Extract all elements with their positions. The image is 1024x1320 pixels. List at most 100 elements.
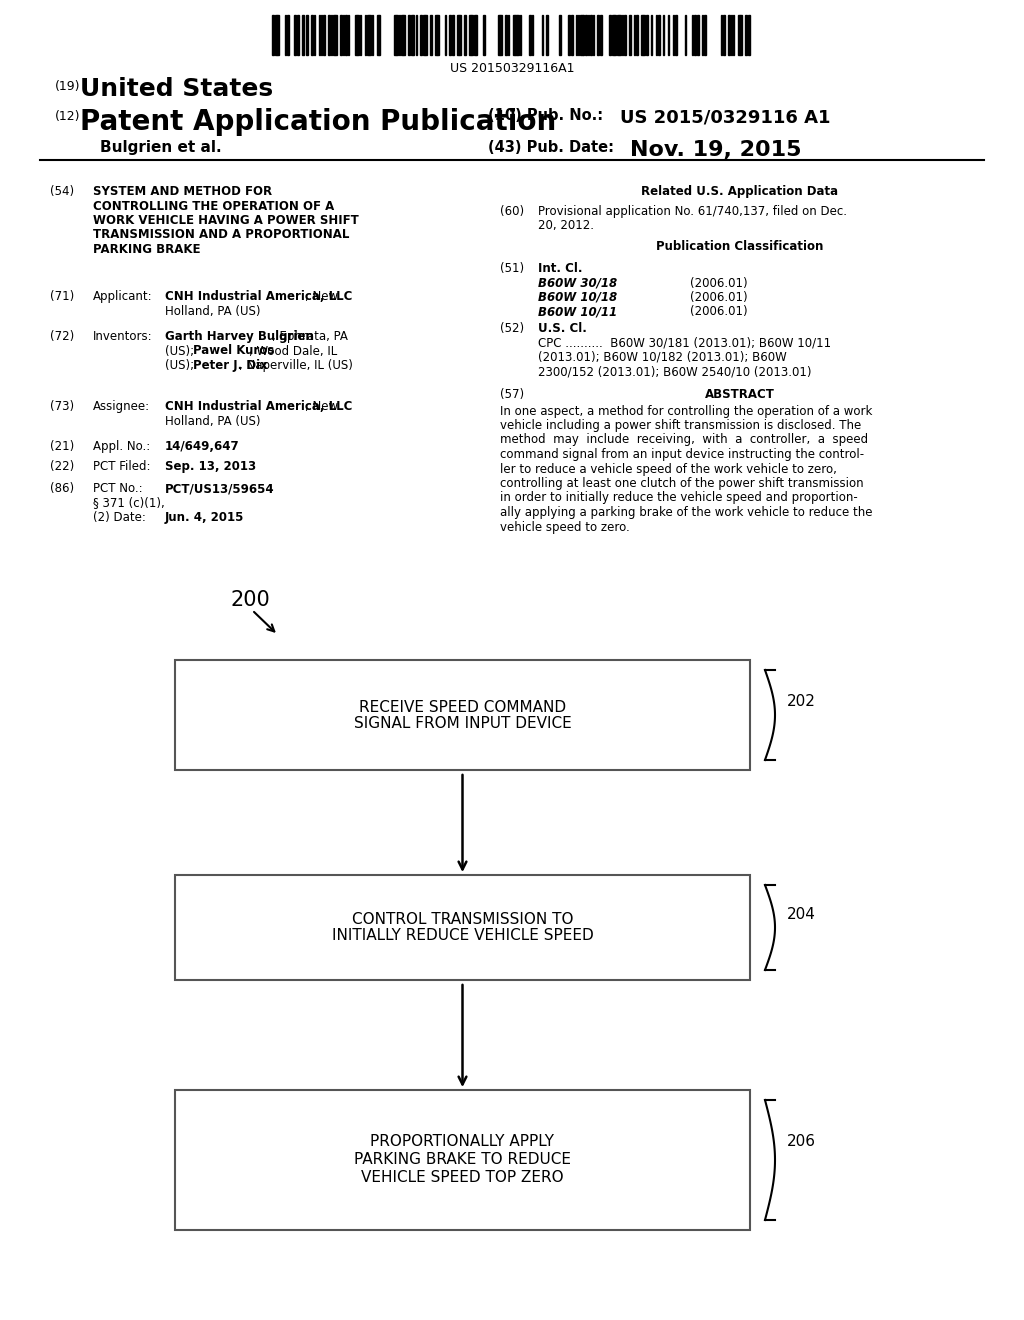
Bar — [636, 15, 638, 55]
Text: (72): (72) — [50, 330, 75, 343]
Bar — [393, 15, 395, 55]
Text: Patent Application Publication: Patent Application Publication — [80, 108, 556, 136]
Bar — [655, 15, 657, 55]
Text: , New: , New — [305, 400, 338, 413]
Text: (52): (52) — [500, 322, 524, 335]
Text: (54): (54) — [50, 185, 74, 198]
Text: US 2015/0329116 A1: US 2015/0329116 A1 — [620, 108, 830, 125]
Text: CPC ..........  B60W 30/181 (2013.01); B60W 10/11: CPC .......... B60W 30/181 (2013.01); B6… — [538, 337, 831, 350]
Text: In one aspect, a method for controlling the operation of a work: In one aspect, a method for controlling … — [500, 404, 872, 417]
Bar — [333, 15, 335, 55]
Bar — [614, 15, 615, 55]
Bar — [675, 15, 677, 55]
Bar — [409, 15, 410, 55]
Bar — [748, 15, 750, 55]
Text: Related U.S. Application Data: Related U.S. Application Data — [641, 185, 839, 198]
Bar — [313, 15, 315, 55]
Text: CONTROL TRANSMISSION TO: CONTROL TRANSMISSION TO — [352, 912, 573, 927]
Bar — [578, 15, 580, 55]
Text: B60W 10/18: B60W 10/18 — [538, 290, 617, 304]
Text: (73): (73) — [50, 400, 74, 413]
Text: Holland, PA (US): Holland, PA (US) — [165, 305, 260, 318]
Bar — [542, 15, 544, 55]
Bar — [370, 15, 371, 55]
Bar — [175, 875, 750, 979]
Bar — [297, 15, 299, 55]
Text: U.S. Cl.: U.S. Cl. — [538, 322, 587, 335]
Text: ABSTRACT: ABSTRACT — [706, 388, 775, 401]
Bar — [629, 15, 631, 55]
Bar — [612, 15, 613, 55]
Bar — [517, 15, 519, 55]
Text: (57): (57) — [500, 388, 524, 401]
Bar — [515, 15, 517, 55]
Bar — [435, 15, 436, 55]
Bar — [724, 15, 725, 55]
Text: in order to initially reduce the vehicle speed and proportion-: in order to initially reduce the vehicle… — [500, 491, 858, 504]
Text: INITIALLY REDUCE VEHICLE SPEED: INITIALLY REDUCE VEHICLE SPEED — [332, 928, 593, 942]
Text: (86): (86) — [50, 482, 74, 495]
Bar — [581, 15, 583, 55]
Text: Provisional application No. 61/740,137, filed on Dec.: Provisional application No. 61/740,137, … — [538, 205, 847, 218]
Bar — [692, 15, 693, 55]
Bar — [357, 15, 359, 55]
Bar — [306, 15, 308, 55]
Bar — [430, 15, 432, 55]
Bar — [377, 15, 379, 55]
Text: 204: 204 — [787, 907, 816, 923]
Bar — [347, 15, 349, 55]
Text: (12): (12) — [55, 110, 81, 123]
Bar — [593, 15, 594, 55]
Bar — [272, 15, 274, 55]
Text: Applicant:: Applicant: — [93, 290, 153, 304]
Bar — [501, 15, 502, 55]
Bar — [568, 15, 569, 55]
Text: 20, 2012.: 20, 2012. — [538, 219, 594, 232]
Text: Holland, PA (US): Holland, PA (US) — [165, 414, 260, 428]
Bar — [420, 15, 422, 55]
Bar — [474, 15, 476, 55]
Bar — [285, 15, 287, 55]
Text: ally applying a parking brake of the work vehicle to reduce the: ally applying a parking brake of the wor… — [500, 506, 872, 519]
Bar — [575, 15, 578, 55]
Text: (2006.01): (2006.01) — [690, 305, 748, 318]
Text: B60W 30/18: B60W 30/18 — [538, 276, 617, 289]
Bar — [294, 15, 296, 55]
Bar — [457, 15, 459, 55]
Text: 206: 206 — [787, 1134, 816, 1150]
Text: RECEIVE SPEED COMMAND: RECEIVE SPEED COMMAND — [359, 700, 566, 714]
Bar — [616, 15, 618, 55]
Bar — [641, 15, 642, 55]
Bar — [701, 15, 703, 55]
Text: (51): (51) — [500, 261, 524, 275]
Bar — [476, 15, 477, 55]
Text: command signal from an input device instructing the control-: command signal from an input device inst… — [500, 447, 864, 461]
Text: TRANSMISSION AND A PROPORTIONAL: TRANSMISSION AND A PROPORTIONAL — [93, 228, 349, 242]
Text: SIGNAL FROM INPUT DEVICE: SIGNAL FROM INPUT DEVICE — [353, 715, 571, 730]
Text: (2006.01): (2006.01) — [690, 276, 748, 289]
Bar — [531, 15, 534, 55]
Text: PCT/US13/59654: PCT/US13/59654 — [165, 482, 274, 495]
Bar — [423, 15, 425, 55]
Text: ler to reduce a vehicle speed of the work vehicle to zero,: ler to reduce a vehicle speed of the wor… — [500, 462, 837, 475]
Text: PARKING BRAKE TO REDUCE: PARKING BRAKE TO REDUCE — [354, 1152, 571, 1167]
Bar — [336, 15, 337, 55]
Bar — [459, 15, 461, 55]
Text: controlling at least one clutch of the power shift transmission: controlling at least one clutch of the p… — [500, 477, 863, 490]
Bar — [588, 15, 589, 55]
Bar — [668, 15, 670, 55]
Bar — [469, 15, 471, 55]
Text: (21): (21) — [50, 440, 75, 453]
Text: CONTROLLING THE OPERATION OF A: CONTROLLING THE OPERATION OF A — [93, 199, 334, 213]
Bar — [728, 15, 730, 55]
Text: (71): (71) — [50, 290, 75, 304]
Bar — [733, 15, 734, 55]
Text: PCT No.:: PCT No.: — [93, 482, 142, 495]
Bar — [658, 15, 659, 55]
Text: (2) Date:: (2) Date: — [93, 511, 145, 524]
Text: , New: , New — [305, 290, 338, 304]
Bar — [745, 15, 748, 55]
Text: Bulgrien et al.: Bulgrien et al. — [100, 140, 221, 154]
Bar — [583, 15, 585, 55]
Bar — [590, 15, 592, 55]
